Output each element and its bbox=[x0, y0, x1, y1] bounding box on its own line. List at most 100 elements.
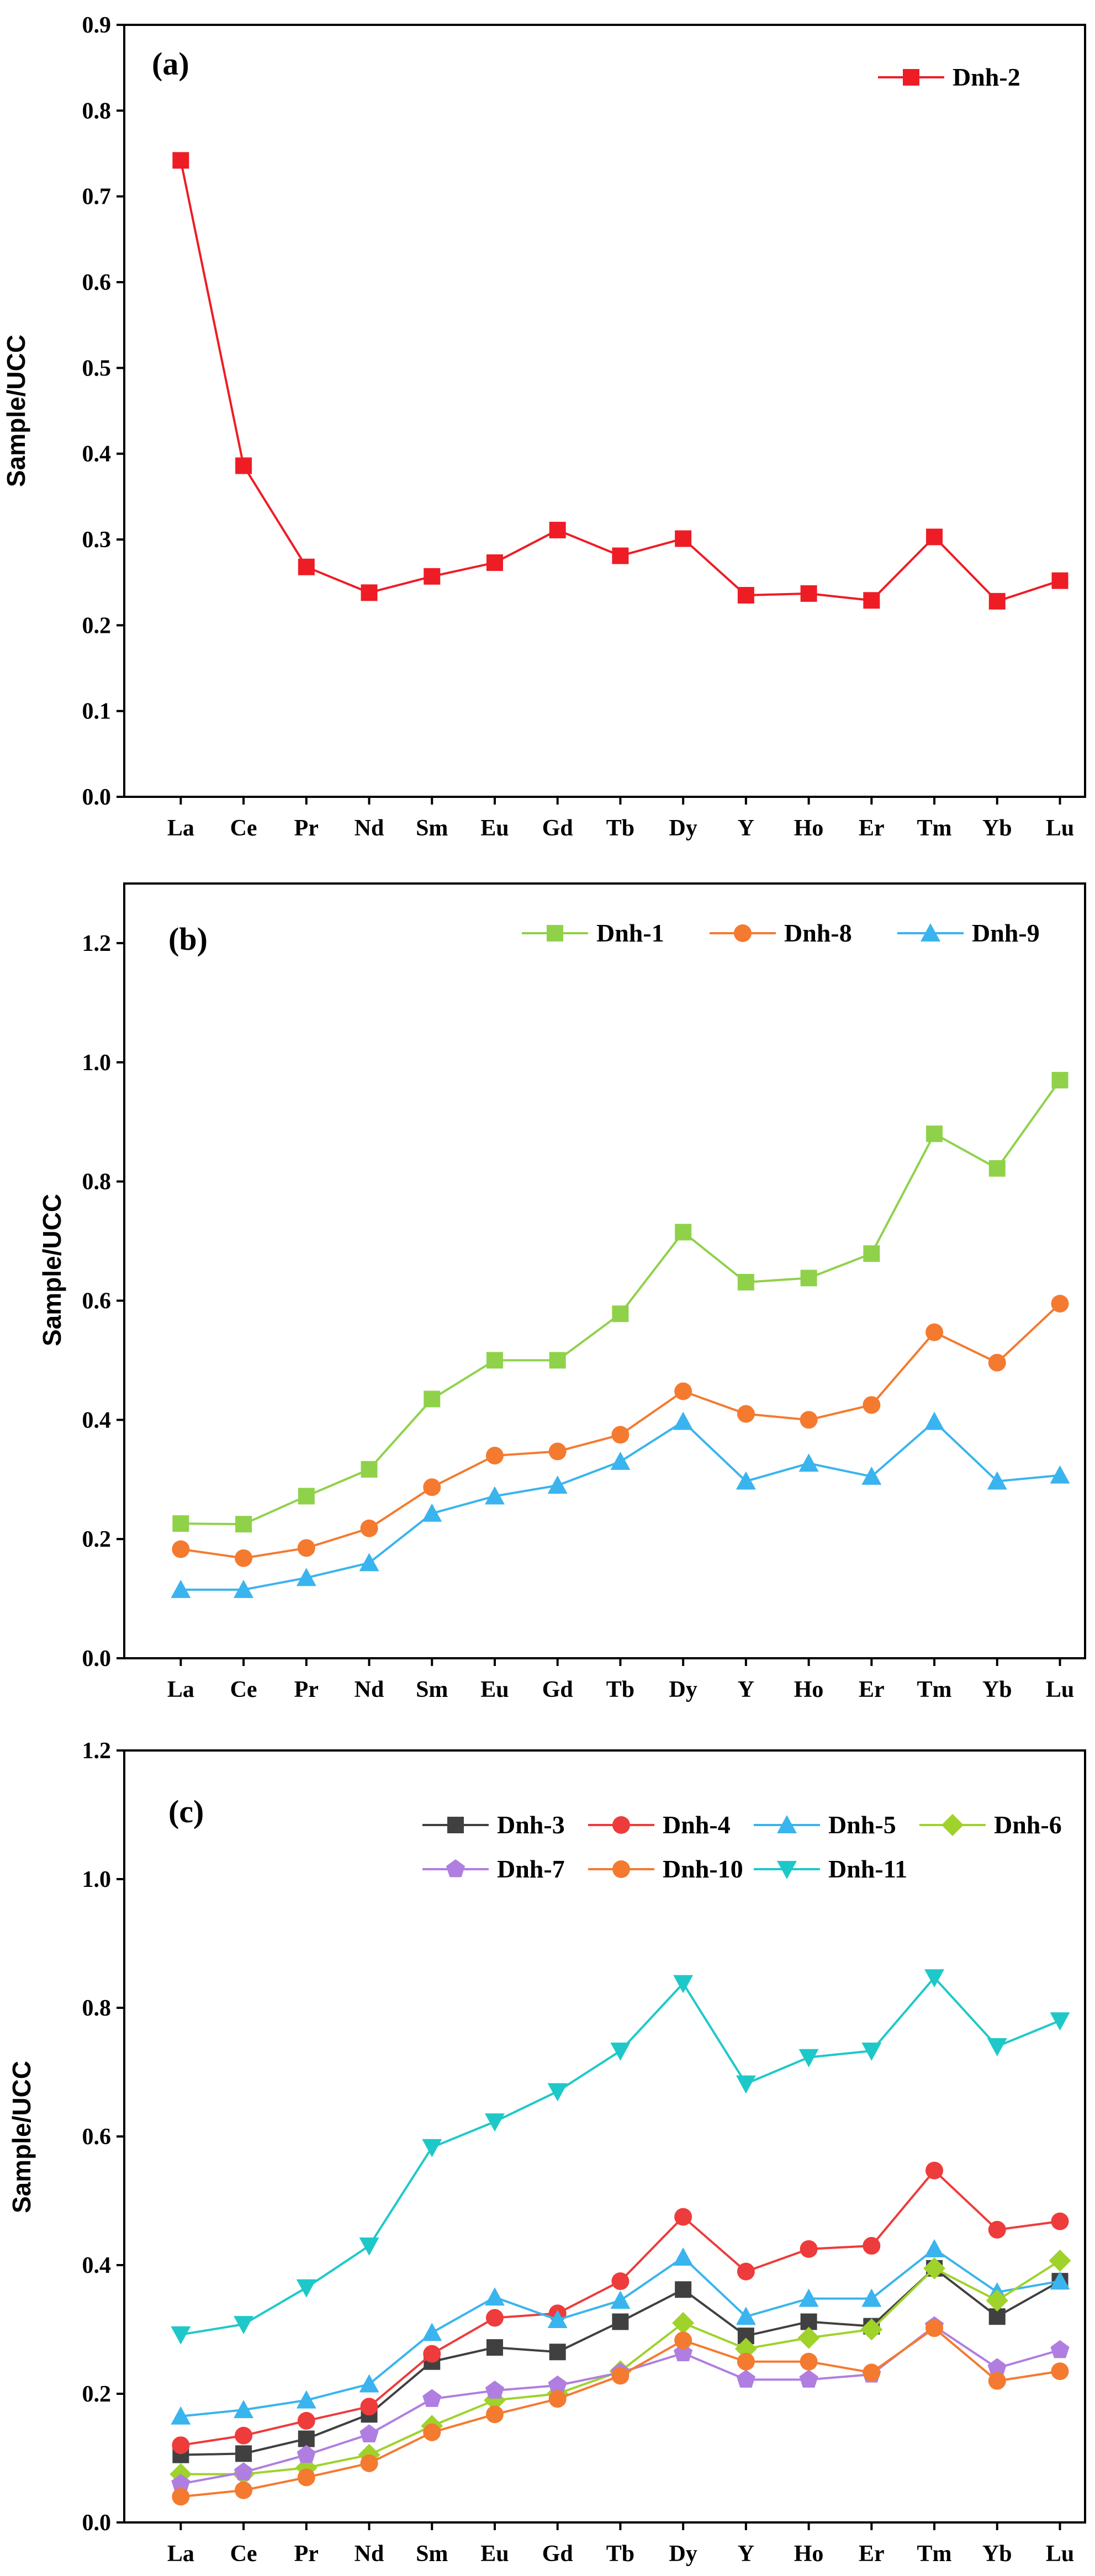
data-point-dnh-1 bbox=[549, 1352, 566, 1369]
y-tick-label: 0.9 bbox=[82, 13, 112, 38]
data-point-dnh-3 bbox=[612, 2313, 629, 2330]
legend-marker bbox=[941, 1814, 964, 1836]
data-point-dnh-7 bbox=[171, 2474, 191, 2492]
legend-label: Dnh-5 bbox=[828, 1811, 896, 1839]
data-point-dnh-8 bbox=[235, 1549, 253, 1567]
legend-marker bbox=[777, 1815, 797, 1833]
panel-b: 0.0 0.2 0.4 0.6 0.8 1.0 1.2 La Ce Pr Nd Sm Eu Gd Tb Dy Y… bbox=[38, 882, 1086, 1702]
x-tick-label: Gd bbox=[542, 1677, 573, 1702]
data-point-dnh-7 bbox=[987, 2358, 1007, 2376]
y-axis-title: Sample/UCC bbox=[2, 335, 30, 487]
x-tick-label: Pr bbox=[294, 1677, 319, 1702]
data-point-dnh-1 bbox=[361, 1461, 378, 1478]
data-point-dnh-3 bbox=[235, 2445, 252, 2462]
data-point-dnh-10 bbox=[172, 2488, 190, 2506]
y-tick-label: 0.2 bbox=[82, 613, 112, 638]
data-point-dnh-4 bbox=[360, 2398, 378, 2416]
data-point-dnh-11 bbox=[736, 2075, 756, 2094]
x-tick-label: Nd bbox=[355, 2541, 384, 2567]
y-tick-label: 0.0 bbox=[82, 2510, 112, 2536]
data-point-dnh-5 bbox=[171, 2406, 191, 2425]
y-tick-label: 0.2 bbox=[82, 1527, 112, 1552]
data-point-dnh-8 bbox=[863, 1396, 881, 1414]
x-tick-label: Tb bbox=[606, 1677, 634, 1702]
data-point-dnh-6 bbox=[797, 2326, 820, 2349]
data-point-dnh-6 bbox=[734, 2337, 757, 2360]
x-tick-label: Ce bbox=[230, 816, 257, 841]
x-tick-label: Er bbox=[859, 816, 885, 841]
data-point-dnh-11 bbox=[547, 2083, 568, 2102]
data-point-dnh-5 bbox=[924, 2239, 945, 2257]
x-tick-label: Tm bbox=[917, 2541, 952, 2567]
data-point-dnh-3 bbox=[549, 2344, 566, 2361]
data-point-dnh-9 bbox=[484, 1486, 505, 1505]
data-point-dnh-10 bbox=[988, 2372, 1006, 2390]
data-point-dnh-6 bbox=[672, 2311, 695, 2334]
data-point-dnh-8 bbox=[800, 1411, 818, 1429]
data-point-dnh-4 bbox=[423, 2345, 441, 2363]
data-point-dnh-3 bbox=[298, 2430, 315, 2447]
data-point-dnh-5 bbox=[736, 2307, 756, 2325]
data-point-dnh-4 bbox=[1051, 2212, 1069, 2230]
y-tick-label: 0.5 bbox=[82, 356, 112, 381]
data-point-dnh-1 bbox=[298, 1488, 315, 1505]
data-point-dnh-8 bbox=[423, 1478, 441, 1496]
data-point-dnh-1 bbox=[1051, 1072, 1068, 1089]
y-tick-label: 0.8 bbox=[82, 1170, 112, 1195]
legend-label: Dnh-11 bbox=[828, 1855, 907, 1883]
data-point-dnh-1 bbox=[486, 1352, 503, 1369]
data-point-dnh-11 bbox=[610, 2043, 631, 2061]
legend-marker bbox=[612, 1860, 630, 1878]
data-point-dnh-11 bbox=[171, 2326, 191, 2345]
y-tick-label: 0.4 bbox=[82, 442, 112, 467]
data-point-dnh-6 bbox=[923, 2257, 946, 2279]
data-point-dnh-8 bbox=[485, 1447, 504, 1465]
legend-marker bbox=[921, 923, 940, 941]
data-point-dnh-5 bbox=[484, 2287, 505, 2306]
data-point-dnh-2 bbox=[612, 547, 629, 564]
data-point-dnh-11 bbox=[798, 2049, 819, 2067]
x-tick-label: Sm bbox=[416, 2541, 448, 2567]
data-point-dnh-2 bbox=[549, 521, 566, 538]
data-point-dnh-7 bbox=[1050, 2340, 1070, 2358]
data-point-dnh-2 bbox=[361, 584, 378, 601]
data-point-dnh-6 bbox=[860, 2318, 883, 2341]
data-point-dnh-8 bbox=[172, 1540, 190, 1558]
x-tick-label: Sm bbox=[416, 1677, 448, 1702]
legend-label: Dnh-1 bbox=[596, 919, 664, 947]
legend-label: Dnh-9 bbox=[972, 919, 1040, 947]
x-tick-label: Yb bbox=[982, 2541, 1012, 2567]
legend-marker bbox=[612, 1816, 630, 1834]
data-point-dnh-4 bbox=[485, 2309, 504, 2327]
data-point-dnh-1 bbox=[737, 1274, 754, 1291]
y-tick-label: 1.0 bbox=[82, 1867, 112, 1892]
x-tick-label: Tm bbox=[917, 1677, 952, 1702]
data-point-dnh-8 bbox=[1051, 1294, 1069, 1313]
data-point-dnh-10 bbox=[925, 2319, 944, 2337]
x-tick-label: Pr bbox=[294, 816, 319, 841]
data-point-dnh-9 bbox=[1050, 1465, 1070, 1484]
data-point-dnh-9 bbox=[359, 1553, 379, 1572]
y-tick-label: 0.3 bbox=[82, 527, 112, 553]
data-point-dnh-1 bbox=[800, 1270, 817, 1287]
y-tick-label: 0.8 bbox=[82, 1996, 112, 2021]
data-point-dnh-7 bbox=[485, 2381, 505, 2399]
legend-marker bbox=[446, 1859, 465, 1877]
data-point-dnh-5 bbox=[861, 2288, 882, 2307]
y-tick-label: 0.6 bbox=[82, 2124, 112, 2150]
y-tick-label: 0.1 bbox=[82, 699, 112, 724]
x-tick-label: Gd bbox=[542, 816, 573, 841]
legend-label: Dnh-7 bbox=[497, 1855, 565, 1883]
data-point-dnh-11 bbox=[861, 2043, 882, 2061]
x-tick-label: Dy bbox=[669, 816, 697, 841]
data-point-dnh-2 bbox=[675, 530, 692, 547]
x-tick-label: Ho bbox=[794, 1677, 824, 1702]
x-tick-label: Nd bbox=[355, 816, 384, 841]
data-point-dnh-9 bbox=[798, 1453, 819, 1472]
x-tick-label: Lu bbox=[1046, 816, 1074, 841]
data-point-dnh-11 bbox=[422, 2139, 442, 2157]
data-point-dnh-5 bbox=[234, 2400, 254, 2419]
data-point-dnh-11 bbox=[1050, 2012, 1070, 2031]
data-point-dnh-9 bbox=[673, 1411, 694, 1430]
